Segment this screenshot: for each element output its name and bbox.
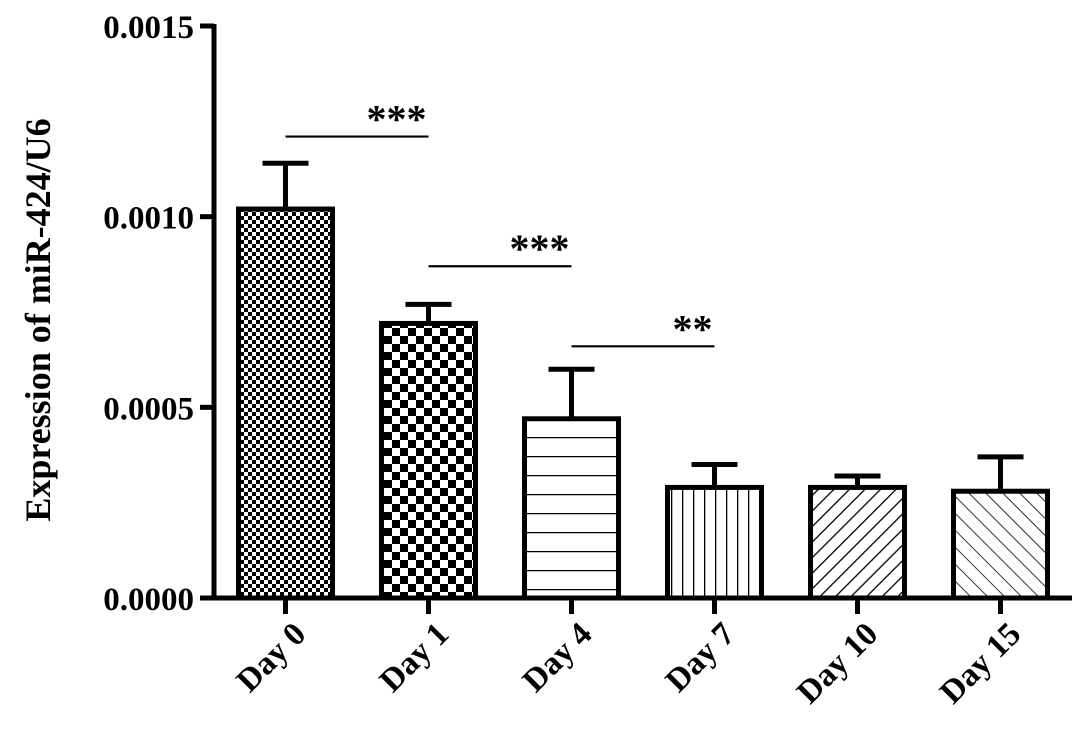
axes [200, 23, 1072, 614]
bar-day-1 [379, 320, 478, 601]
bar-day-15 [951, 488, 1050, 601]
x-tick-label: Day 7 [659, 616, 742, 699]
bar-day-0 [236, 206, 335, 601]
x-tick-label: Day 10 [790, 616, 885, 711]
x-tick-label: Day 4 [516, 616, 599, 699]
y-tick-labels: 0.0000 0.0005 0.0010 0.0015 [103, 10, 194, 618]
error-bars [262, 160, 1024, 492]
significance-label: *** [510, 226, 570, 271]
bar-day-10 [808, 484, 907, 601]
bar-day-7 [665, 484, 764, 601]
y-tick-label: 0.0000 [103, 582, 194, 618]
significance-label: ** [673, 306, 713, 351]
y-tick-label: 0.0010 [103, 201, 194, 237]
significance-annotations: ******** [285, 97, 715, 351]
x-tick-label: Day 1 [373, 616, 456, 699]
y-tick-label: 0.0015 [103, 10, 194, 46]
bars [236, 206, 1050, 601]
y-axis-label: Expression of miR-424/U6 [18, 118, 58, 521]
y-tick-label: 0.0005 [103, 391, 194, 427]
bar-day-4 [522, 416, 621, 601]
x-tick-label: Day 0 [230, 616, 313, 699]
x-tick-label: Day 15 [933, 616, 1028, 711]
x-tick-labels: Day 0 Day 1 Day 4 Day 7 Day 10 Day 15 [230, 616, 1028, 711]
significance-label: *** [367, 97, 427, 142]
